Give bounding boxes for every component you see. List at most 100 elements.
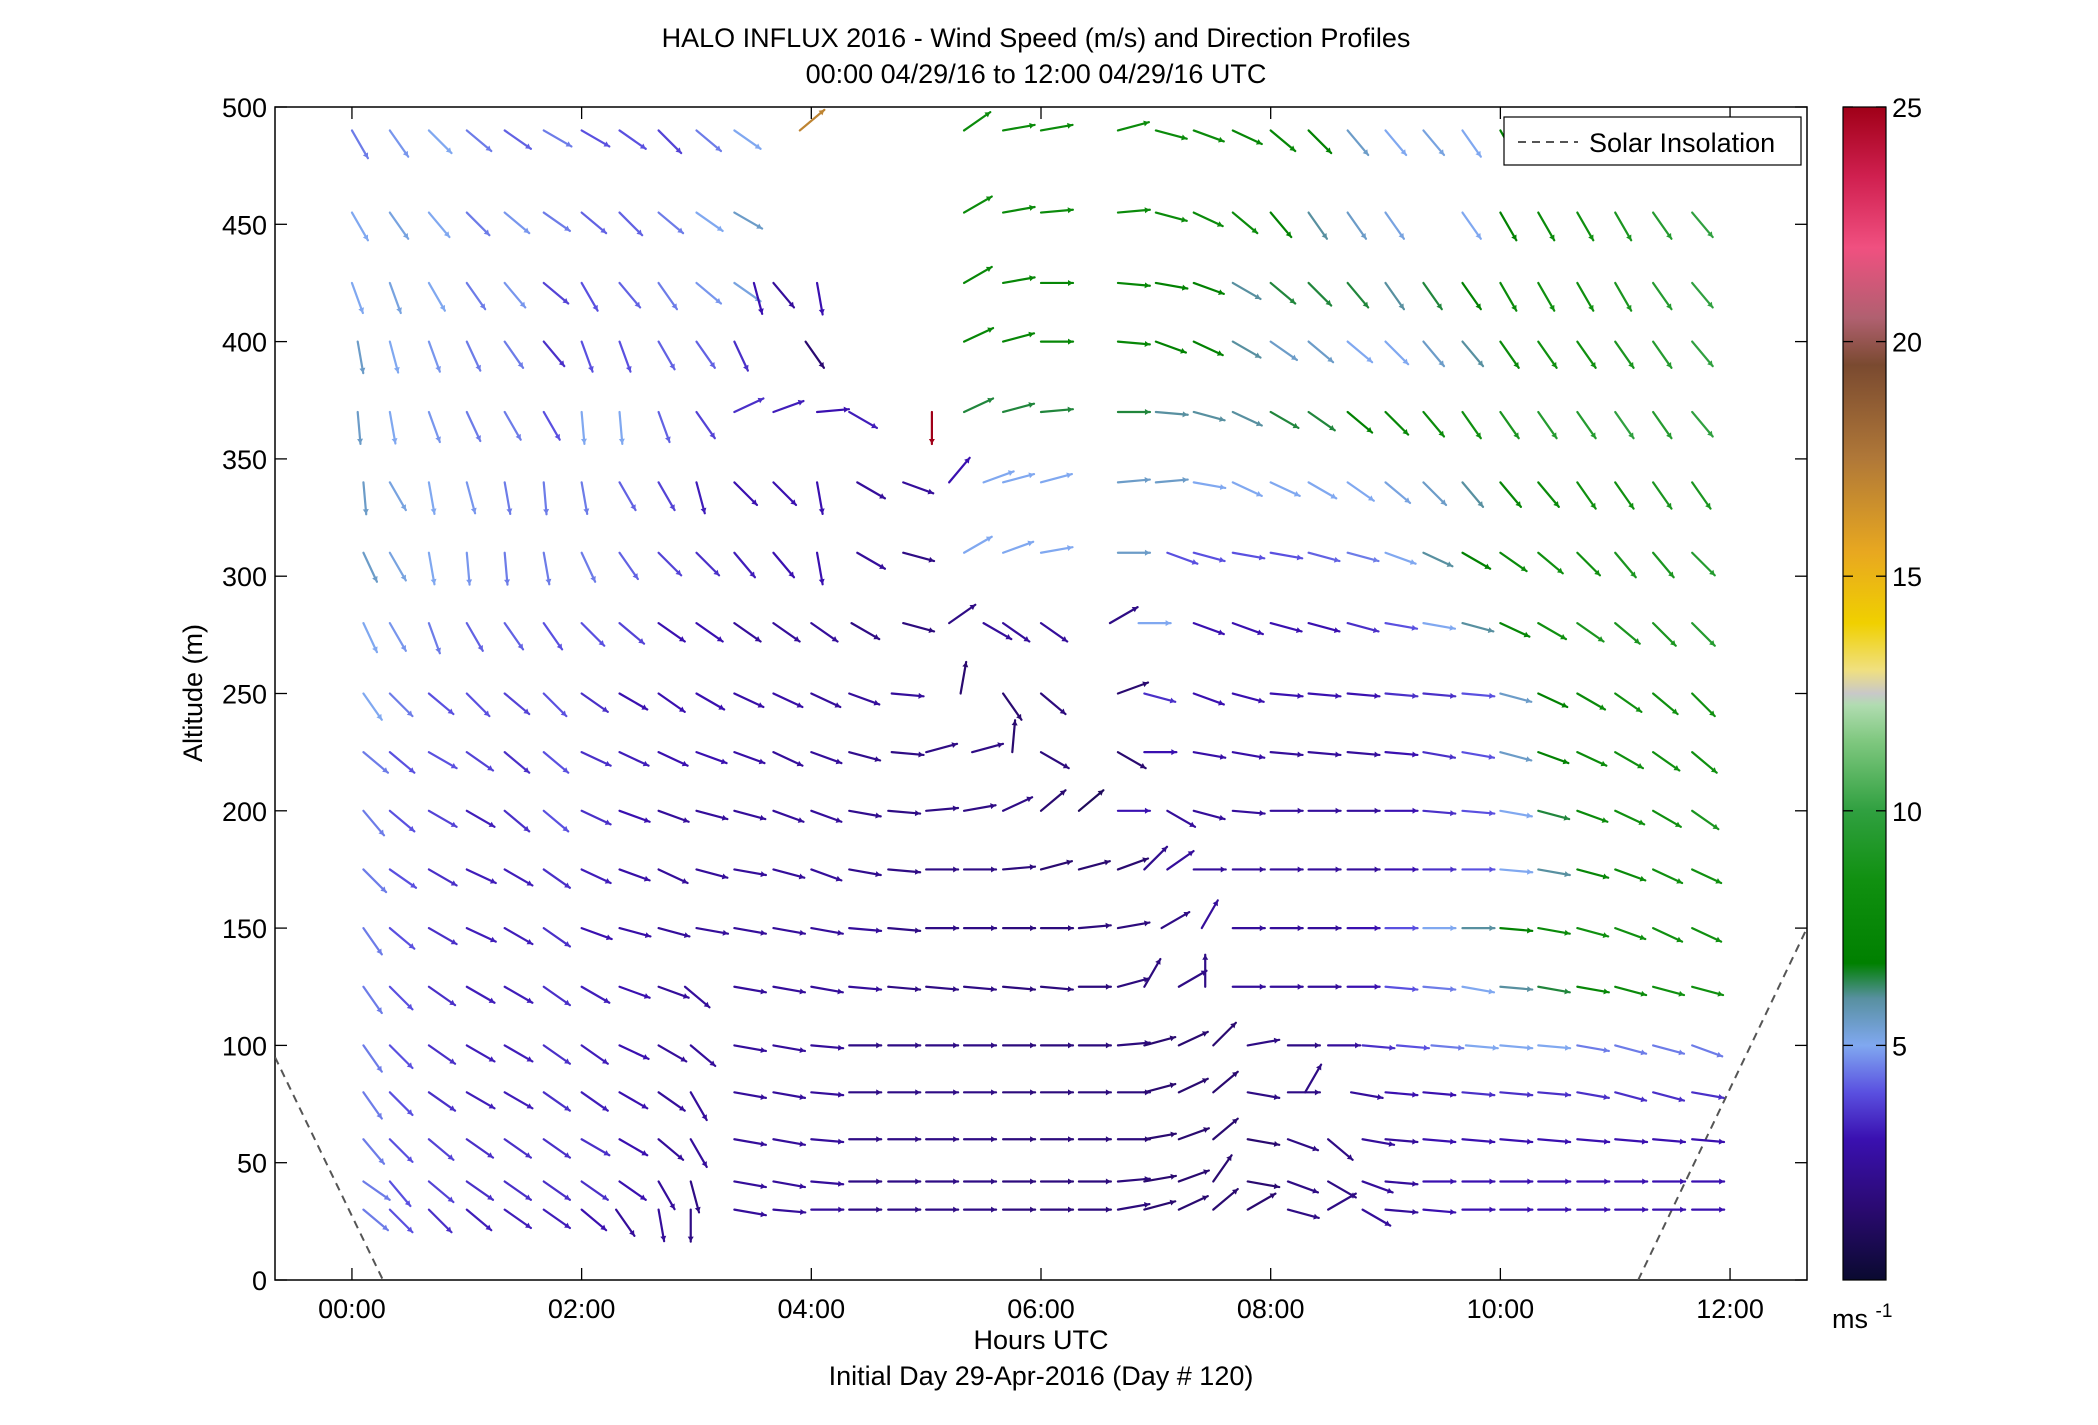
wind-arrow-shaft [1614, 868, 1647, 882]
wind-arrow-shaft [1652, 1091, 1686, 1102]
wind-arrow-shaft [465, 809, 496, 828]
wind-arrow-head [1027, 540, 1034, 547]
wind-arrow-head [1203, 1169, 1209, 1176]
wind-arrow-shaft [465, 692, 491, 718]
wind-arrow-shaft [810, 1138, 845, 1144]
wind-arrow-shaft [1384, 985, 1419, 991]
wind-arrow-head [376, 1065, 382, 1072]
wind-arrow-head [838, 1206, 844, 1213]
wind-arrow [1039, 1206, 1075, 1213]
wind-arrow-shaft [1346, 211, 1368, 240]
wind-arrow-shaft [503, 1180, 532, 1201]
wind-arrow-head [562, 298, 569, 304]
wind-arrow-head [1366, 427, 1373, 433]
wind-arrow-head [1484, 563, 1491, 569]
wind-arrow-head [1374, 751, 1380, 758]
wind-arrow-shaft [618, 211, 644, 237]
wind-arrow-head [760, 1140, 766, 1147]
wind-arrow [1231, 925, 1266, 932]
wind-arrow-head [1707, 360, 1713, 367]
wind-arrow-head [1144, 282, 1150, 289]
wind-arrow-head [1475, 150, 1481, 157]
wind-arrow-shaft [1537, 692, 1569, 709]
wind-arrow-head [1257, 629, 1263, 636]
wind-arrow-head [683, 932, 690, 938]
wind-arrow-head [376, 948, 382, 955]
wind-arrow-shaft [810, 692, 842, 709]
wind-arrow-head [754, 636, 761, 642]
wind-arrow [1192, 129, 1225, 143]
wind-arrow-shaft [772, 1138, 807, 1146]
wind-arrow-shaft [362, 1091, 383, 1120]
wind-arrow-head [680, 1056, 687, 1062]
wind-arrow-head [1059, 790, 1066, 796]
wind-arrow-head [1296, 554, 1303, 561]
wind-arrow-shaft [810, 985, 844, 994]
wind-arrow-head [1527, 1091, 1533, 1098]
wind-arrow-head [953, 1178, 959, 1185]
wind-arrow-shaft [618, 1180, 647, 1201]
wind-arrow-head [1412, 1091, 1418, 1098]
wind-arrow [733, 1091, 767, 1100]
wind-arrow-shaft [1384, 622, 1419, 630]
wind-arrow [962, 985, 998, 993]
wind-arrow-head [1273, 1094, 1280, 1100]
wind-arrow [618, 211, 644, 237]
wind-arrow [1346, 211, 1368, 240]
wind-arrow-head [796, 702, 803, 708]
wind-arrow-shaft [1346, 129, 1370, 157]
wind-arrow-head [1715, 878, 1722, 884]
wind-arrow-shaft [1143, 957, 1162, 988]
wind-arrow [733, 1138, 767, 1147]
wind-arrow-head [873, 699, 880, 706]
wind-arrow [1346, 692, 1381, 699]
wind-arrow-head [953, 1206, 959, 1213]
wind-arrow-head [1254, 293, 1261, 300]
wind-arrow-shaft [1461, 410, 1482, 440]
wind-arrow-head [1258, 554, 1265, 561]
wind-arrow-head [483, 229, 490, 236]
wind-arrow [465, 129, 493, 153]
wind-arrow-head [1030, 1178, 1036, 1185]
wind-arrow [1269, 925, 1304, 932]
wind-arrow-head [560, 710, 567, 717]
wind-arrow [1576, 868, 1610, 880]
wind-arrow [1154, 340, 1188, 354]
wind-arrow-head [1289, 298, 1296, 304]
wind-arrow-head [1182, 477, 1188, 483]
wind-arrow [657, 1180, 676, 1211]
wind-arrow-head [1630, 571, 1636, 578]
wind-arrow [542, 692, 568, 718]
wind-arrow-head [969, 604, 976, 611]
wind-arrow [1143, 1082, 1177, 1094]
wind-arrow-head [875, 927, 882, 934]
wind-arrow-head [1404, 497, 1411, 503]
wind-arrow-shaft [427, 551, 436, 586]
wind-arrow-head [634, 301, 641, 308]
wind-arrow [810, 1180, 845, 1187]
wind-arrow-head [709, 1060, 716, 1066]
wind-arrow [1384, 1208, 1419, 1215]
wind-arrow [388, 985, 414, 1011]
wind-arrow-head [1450, 1178, 1456, 1185]
wind-arrow-shaft [982, 470, 1015, 484]
wind-arrow [1499, 622, 1531, 638]
wind-arrow-head [798, 873, 805, 880]
wind-arrow-head [1030, 1136, 1036, 1143]
wind-arrow-head [1067, 207, 1073, 214]
wind-arrow-head [1187, 851, 1194, 857]
wind-arrow [1576, 1091, 1610, 1100]
wind-arrow-head [1640, 1049, 1647, 1056]
wind-arrow [1614, 1178, 1649, 1185]
wind-arrow-head [928, 438, 935, 444]
wind-arrow [1422, 1208, 1457, 1215]
wind-arrow-shaft [1246, 1038, 1281, 1047]
wind-arrow [902, 622, 936, 634]
wind-arrow [962, 397, 995, 414]
wind-arrow [1116, 681, 1150, 695]
wind-arrow [580, 622, 606, 647]
y-tick-label: 50 [237, 1149, 267, 1179]
wind-arrow [580, 1044, 609, 1065]
wind-arrow [503, 340, 525, 369]
wind-arrow-shaft [1143, 1036, 1177, 1047]
